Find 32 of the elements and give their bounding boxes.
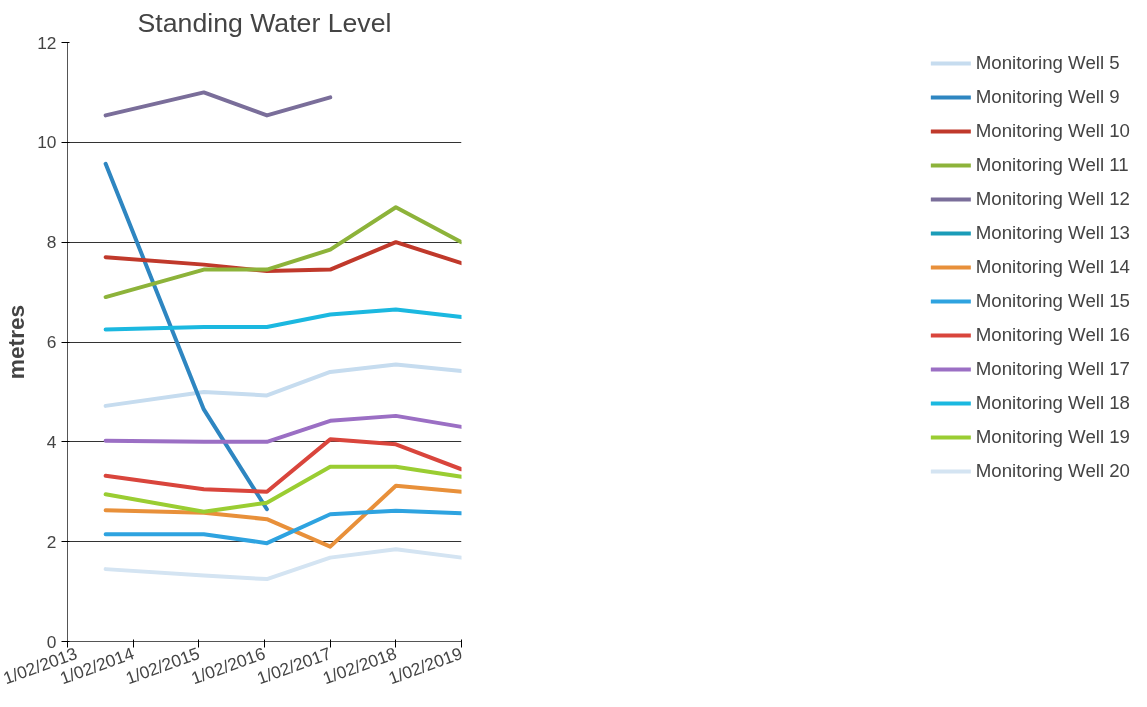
- legend-label: Monitoring Well 15: [975, 290, 1130, 312]
- y-tick-label: 0: [46, 631, 57, 652]
- y-tick-label: 2: [46, 531, 57, 552]
- legend-label: Monitoring Well 11: [975, 154, 1129, 176]
- chart-title: Standing Water Level: [137, 7, 392, 38]
- legend-label: Monitoring Well 18: [975, 392, 1130, 414]
- y-tick-label: 10: [37, 132, 57, 153]
- line-series: [103, 205, 462, 300]
- line-series: [103, 307, 462, 332]
- legend-label: Monitoring Well 17: [975, 358, 1130, 380]
- legend-label: Monitoring Well 16: [975, 324, 1130, 346]
- y-tick-label: 6: [46, 332, 57, 352]
- line-series: [103, 547, 462, 582]
- y-tick-label: 8: [46, 232, 57, 253]
- line-series: [103, 362, 462, 408]
- line-series: [103, 508, 462, 546]
- legend-label: Monitoring Well 13: [975, 222, 1130, 244]
- line-series: [103, 483, 462, 549]
- legend-label: Monitoring Well 9: [975, 86, 1120, 108]
- legend-label: Monitoring Well 20: [975, 460, 1130, 482]
- legend-label: Monitoring Well 14: [975, 256, 1130, 278]
- legend-label: Monitoring Well 5: [975, 52, 1120, 74]
- line-series: [103, 437, 462, 494]
- legend-label: Monitoring Well 12: [975, 188, 1130, 210]
- y-axis-title: metres: [3, 304, 30, 380]
- y-tick-label: 4: [46, 431, 57, 452]
- legend-label: Monitoring Well 19: [975, 426, 1130, 448]
- legend-label: Monitoring Well 10: [975, 120, 1130, 142]
- y-tick-label: 12: [37, 32, 57, 53]
- line-series: [103, 464, 462, 514]
- line-series: [103, 413, 462, 444]
- line-series: [103, 240, 462, 274]
